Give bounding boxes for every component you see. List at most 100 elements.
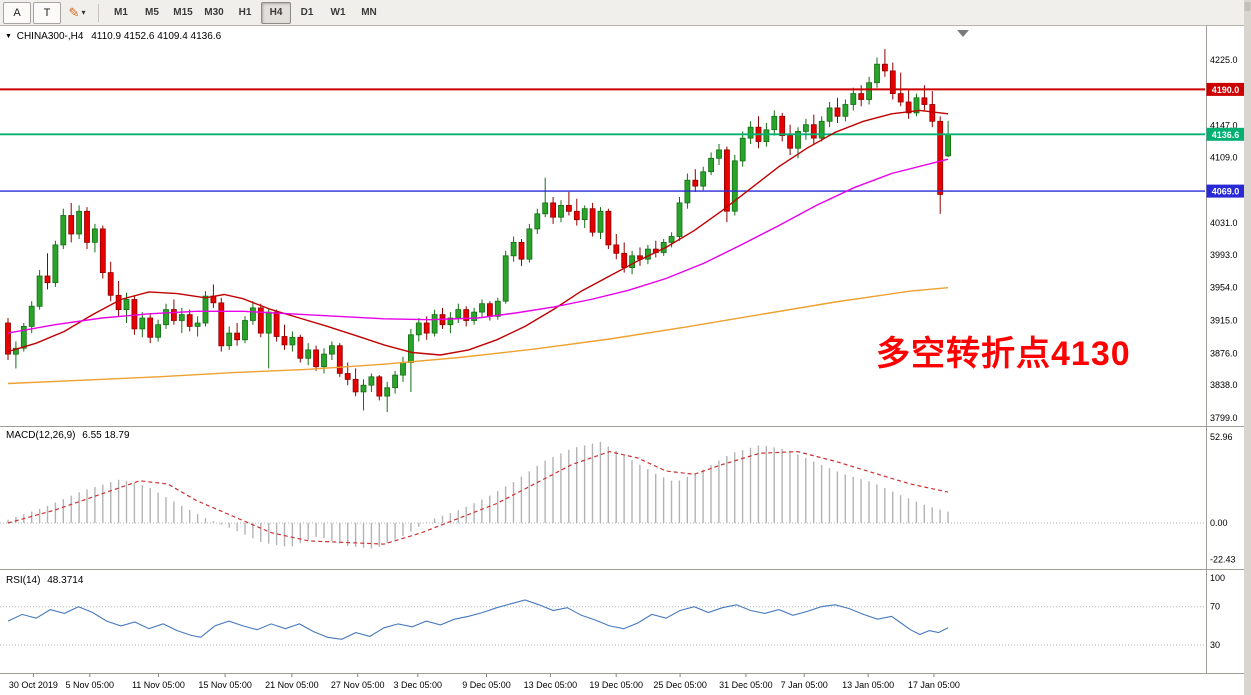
- candle: [850, 93, 857, 105]
- scrollbar-button[interactable]: [1244, 2, 1251, 11]
- candle: [76, 210, 82, 235]
- rsi-axis-label: 100: [1210, 573, 1225, 583]
- time-label: 7 Jan 05:00: [781, 680, 828, 690]
- scrollbar[interactable]: [1244, 0, 1251, 695]
- candle: [810, 124, 817, 139]
- text-tool-label: T: [43, 6, 51, 19]
- candle: [226, 332, 233, 347]
- pointer-tool-label: A: [13, 6, 21, 19]
- candle: [692, 179, 699, 187]
- price-label-text: 4069.0: [1212, 187, 1240, 197]
- candle: [510, 241, 517, 257]
- price-annotation[interactable]: 多空转折点4130: [876, 335, 1131, 373]
- candle: [763, 129, 770, 143]
- candle: [423, 322, 430, 334]
- price-axis-label: 3915.0: [1210, 316, 1238, 326]
- candle: [739, 137, 746, 162]
- text-tool-button[interactable]: T: [33, 1, 61, 24]
- collapse-arrow-icon[interactable]: ▼: [5, 33, 12, 40]
- time-label: 13 Jan 05:00: [842, 680, 894, 690]
- candle: [834, 107, 841, 117]
- macd-axis-label: 52.96: [1210, 432, 1233, 442]
- timeframe-button-h1[interactable]: H1: [238, 7, 252, 18]
- time-label: 13 Dec 05:00: [524, 680, 578, 690]
- candle: [249, 307, 256, 321]
- timeframe-button-m5[interactable]: M5: [145, 7, 159, 18]
- candle: [313, 349, 320, 368]
- candle: [352, 378, 359, 393]
- candle: [700, 171, 707, 187]
- candle: [818, 120, 825, 139]
- candle: [597, 210, 604, 233]
- pointer-tool-button[interactable]: A: [3, 1, 31, 24]
- timeframe-button-m30[interactable]: M30: [204, 7, 224, 18]
- rsi-name-label: RSI(14): [6, 575, 41, 586]
- candle: [44, 275, 51, 284]
- macd-header: MACD(12,26,9) 6.55 18.79: [6, 430, 130, 441]
- candle: [858, 93, 865, 100]
- chart-shift-marker-icon[interactable]: [957, 30, 969, 37]
- candle: [913, 97, 920, 114]
- price-label-box: [1206, 127, 1245, 141]
- candle: [897, 93, 904, 103]
- timeframe-button-d1[interactable]: D1: [300, 7, 314, 18]
- time-label: 17 Jan 05:00: [908, 680, 960, 690]
- candle: [234, 332, 241, 341]
- rsi-value: 48.3714: [47, 575, 84, 586]
- ma-mid-magenta: [7, 158, 949, 334]
- price-axis-label: 4109.0: [1210, 153, 1238, 163]
- candle: [194, 322, 201, 327]
- price-axis-label: 3799.0: [1210, 413, 1238, 423]
- candle: [629, 255, 635, 269]
- candle: [676, 202, 683, 237]
- time-label: 3 Dec 05:00: [394, 680, 443, 690]
- macd-values: 6.55 18.79: [82, 430, 130, 441]
- time-label: 21 Nov 05:00: [265, 680, 319, 690]
- drawing-tool-button[interactable]: ✎ ▾: [63, 2, 91, 24]
- candle: [826, 107, 833, 122]
- candle: [502, 255, 509, 302]
- candle: [20, 325, 27, 349]
- rsi-header: RSI(14) 48.3714: [6, 575, 83, 586]
- candle: [139, 317, 146, 330]
- candle: [558, 204, 564, 218]
- time-label: 19 Dec 05:00: [589, 680, 643, 690]
- candle: [123, 299, 130, 311]
- rsi-line: [7, 599, 949, 640]
- candle: [321, 353, 327, 368]
- time-label: 30 Oct 2019: [9, 680, 58, 690]
- ma-fast-red: [7, 109, 949, 356]
- time-label: 5 Nov 05:00: [66, 680, 115, 690]
- candle: [376, 376, 383, 397]
- timeframe-button-mn[interactable]: MN: [361, 7, 377, 18]
- timeframe-button-m1[interactable]: M1: [114, 7, 128, 18]
- price-label-text: 4190.0: [1212, 85, 1240, 95]
- timeframe-button-h4[interactable]: H4: [261, 1, 291, 24]
- candle: [518, 241, 525, 260]
- price-axis-label: 4147.0: [1210, 121, 1238, 131]
- candle: [550, 202, 556, 218]
- candle: [708, 157, 714, 173]
- macd-axis-label: -22.43: [1210, 554, 1236, 564]
- candle: [945, 133, 951, 157]
- candle: [265, 311, 272, 334]
- price-axis-label: 3876.0: [1210, 348, 1238, 358]
- candle: [163, 309, 169, 326]
- price-axis-label: 3954.0: [1210, 283, 1238, 293]
- timeframe-button-w1[interactable]: W1: [330, 7, 346, 18]
- candle: [526, 228, 533, 260]
- candle: [621, 252, 628, 269]
- time-label: 11 Nov 05:00: [132, 680, 185, 690]
- timeframe-button-m15[interactable]: M15: [173, 7, 193, 18]
- candle: [368, 376, 375, 386]
- macd-name-label: MACD(12,26,9): [6, 430, 76, 441]
- candle: [115, 294, 122, 310]
- candle: [415, 322, 422, 336]
- candle: [407, 334, 414, 363]
- candle: [344, 373, 351, 380]
- candle: [289, 336, 296, 346]
- candle: [36, 275, 43, 307]
- candle: [281, 336, 288, 346]
- candle: [107, 272, 114, 296]
